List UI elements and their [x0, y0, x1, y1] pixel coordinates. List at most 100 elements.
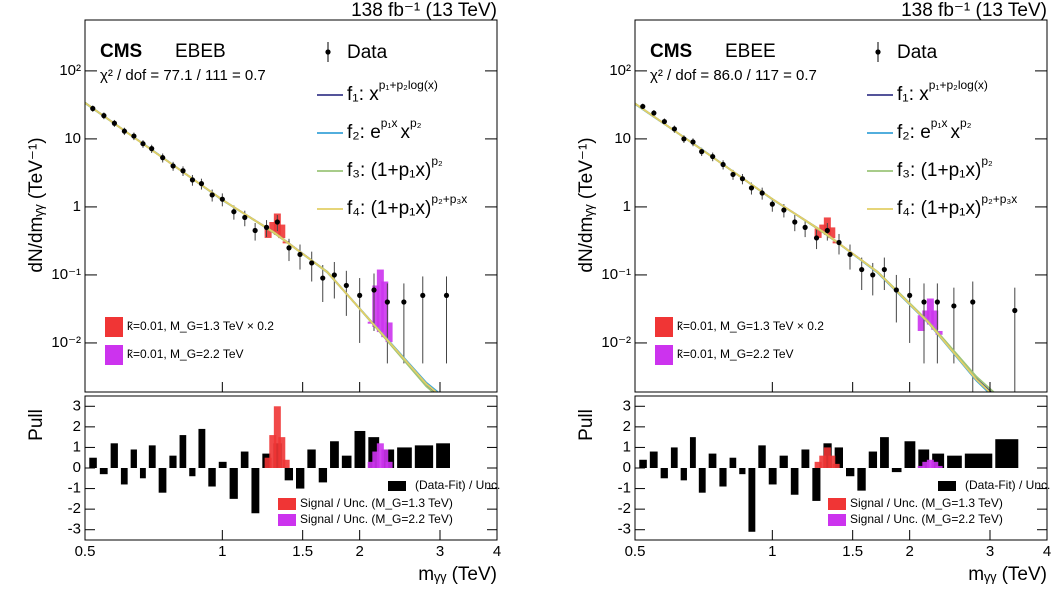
pull-bar [649, 451, 658, 468]
pull-bar [130, 449, 137, 468]
signal-bar [931, 310, 939, 330]
pull-bar [639, 459, 647, 468]
y-tick-label: 10 [614, 130, 631, 147]
pull-bar [708, 453, 717, 468]
data-point [847, 251, 853, 258]
pull-bar [139, 468, 146, 479]
legend-exponent: p₁+p₂log(x) [929, 78, 988, 92]
y-tick-label: -1 [618, 480, 631, 497]
x-tick-label: 0.5 [625, 543, 646, 560]
y-axis-title: Pull [26, 409, 47, 441]
pull-bar [179, 435, 187, 468]
pull-bar [169, 455, 177, 468]
data-point [309, 260, 315, 266]
x-tick-label: 4 [1043, 543, 1051, 560]
legend-exponent: p₁x [381, 116, 398, 130]
legend-marker [325, 49, 331, 55]
fit-line [635, 102, 993, 392]
y-tick-label: 1 [623, 438, 631, 455]
y-tick-label: 3 [73, 397, 81, 414]
legend-label: Signal / Unc. (M_G=1.3 TeV) [850, 496, 1003, 510]
x-tick-label: 1 [218, 543, 226, 560]
pull-bar [354, 430, 366, 468]
pull-bar [414, 445, 434, 468]
data-point [671, 126, 677, 132]
pull-bar [158, 468, 167, 493]
data-point [1012, 307, 1018, 314]
data-point [802, 224, 808, 230]
pull-bar [790, 468, 799, 495]
legend-name: f₁: x [347, 84, 379, 105]
signal-pull-bar [278, 437, 286, 468]
signal-pull-bar [926, 459, 934, 468]
y-axis-title: dN/dmᵧᵧ (TeV⁻¹) [576, 137, 597, 272]
signal-bar [376, 269, 384, 333]
data-point [699, 149, 705, 155]
pull-bar [148, 445, 156, 468]
legend-name: f₄: (1+p₁x) [897, 198, 981, 219]
legend-name: f₃: (1+p₁x) [347, 160, 431, 181]
signal-bar [372, 285, 380, 327]
signal-pull-bar [264, 457, 272, 468]
legend-label: f₄: (1+p₁x)p₂+p₃x [897, 192, 1017, 219]
legend-label: f₁: xp₁+p₂log(x) [347, 78, 438, 105]
data-point [870, 272, 876, 278]
data-point [384, 299, 390, 305]
fit-line [85, 102, 440, 392]
fit-line [85, 102, 438, 392]
data-point [739, 176, 746, 182]
signal-pull-bar [282, 459, 290, 468]
pull-bar [904, 441, 916, 468]
data-point [934, 299, 940, 305]
legend-label: f₃: (1+p₁x)p₂ [347, 154, 443, 181]
legend-swatch [655, 345, 673, 365]
data-point [111, 120, 118, 126]
signal-pull-bar [367, 461, 375, 468]
legend-name: f₃: (1+p₁x) [897, 160, 981, 181]
data-point [921, 299, 927, 305]
data-point [297, 251, 303, 258]
y-tick-label: 10⁻¹ [51, 266, 81, 283]
legend-exponent: p₂ [981, 154, 993, 168]
legend-label: f₂: ep₁x xp₂ [897, 116, 972, 143]
y-axis-title: Pull [576, 409, 597, 441]
lumi: 138 fb⁻¹ (13 TeV) [351, 0, 497, 21]
data-point [286, 245, 292, 251]
legend-exponent: p₁x [931, 116, 948, 130]
legend-name: f₂: e [347, 122, 381, 143]
data-point [131, 133, 137, 139]
data-point [121, 128, 127, 134]
legend-suffix: x [401, 122, 411, 143]
x-axis-title: mᵧᵧ (TeV) [968, 564, 1047, 585]
signal-pull-bar [273, 406, 281, 468]
pull-bar [995, 439, 1019, 468]
pull-bar [719, 468, 727, 487]
signal-pull-bar [269, 435, 277, 468]
data-point [681, 136, 687, 142]
y-tick-label: 3 [623, 397, 631, 414]
data-point [813, 235, 820, 241]
signal-pull-bar [935, 465, 943, 468]
pull-bar [218, 461, 227, 468]
pull-bar [739, 468, 746, 475]
data-point [170, 163, 176, 169]
plot-area [89, 406, 450, 514]
data-point [759, 190, 765, 196]
legend-name: f₁: x [897, 84, 929, 105]
data-point [231, 209, 237, 215]
y-tick-label: 10⁻² [601, 334, 631, 351]
data-point [730, 171, 736, 178]
pull-bar [397, 447, 412, 468]
pull-bar [846, 468, 855, 477]
signal-pull-bar [381, 449, 389, 468]
data-point [198, 181, 205, 187]
x-tick-label: 1 [768, 543, 776, 560]
signal-bar [917, 315, 925, 331]
pull-bar [670, 447, 678, 468]
data-point [401, 299, 407, 305]
legend-label: f₁: xp₁+p₂log(x) [897, 78, 988, 105]
pull-bar [932, 453, 945, 468]
signal-pull-bar [823, 447, 831, 468]
data-point [836, 239, 842, 246]
